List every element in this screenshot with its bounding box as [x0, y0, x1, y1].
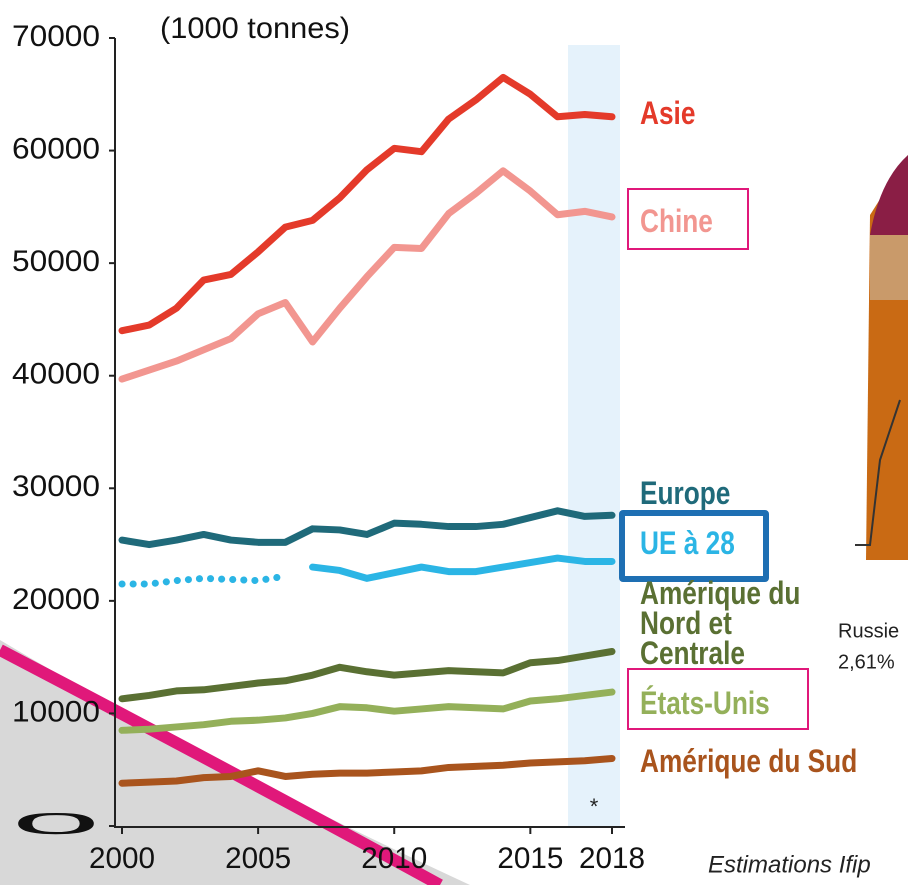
series-label: Amérique du Sud: [640, 746, 857, 776]
annotation: Russie: [838, 620, 899, 642]
y-tick-label: 10000: [12, 695, 100, 728]
series-label: États-Unis: [640, 688, 770, 718]
series-label: Asie: [640, 98, 695, 128]
series-line: [122, 171, 612, 379]
y-tick-label: 30000: [12, 470, 100, 503]
series-line-estimated: [122, 576, 285, 584]
series-label: Chine: [640, 206, 713, 236]
x-tick-label: 2005: [225, 842, 291, 875]
y-tick-label: 60000: [12, 132, 100, 165]
pie-fragment: [870, 155, 908, 235]
series-label: UE à 28: [640, 528, 735, 558]
series-line: [122, 692, 612, 730]
series-label: Amérique du Nord et Centrale: [640, 578, 804, 668]
y-tick-label: 50000: [12, 245, 100, 278]
estimate-band: [568, 45, 620, 826]
pie-fragment: [870, 235, 908, 300]
series-line: [122, 652, 612, 699]
x-tick-label: 2015: [497, 842, 563, 875]
series-label: Europe: [640, 478, 730, 508]
series-line: [122, 77, 612, 330]
unit-label: (1000 tonnes): [160, 12, 350, 45]
annotation: 2,61%: [838, 651, 895, 673]
y-tick-label: 70000: [12, 20, 100, 53]
x-tick-label: 2018: [579, 842, 645, 875]
y-tick-label: 40000: [12, 358, 100, 391]
x-tick-label: 2010: [361, 842, 427, 875]
x-tick-label: 2000: [89, 842, 155, 875]
series-line: [122, 511, 612, 545]
series-line: [313, 558, 612, 578]
estimate-marker: *: [590, 794, 599, 819]
note: Estimations Ifip: [708, 851, 871, 878]
y-tick-label: 20000: [12, 583, 100, 616]
y-tick-label: 0: [12, 808, 100, 841]
page: (1000 tonnes) Estimations Ifip * Russie …: [0, 0, 908, 885]
